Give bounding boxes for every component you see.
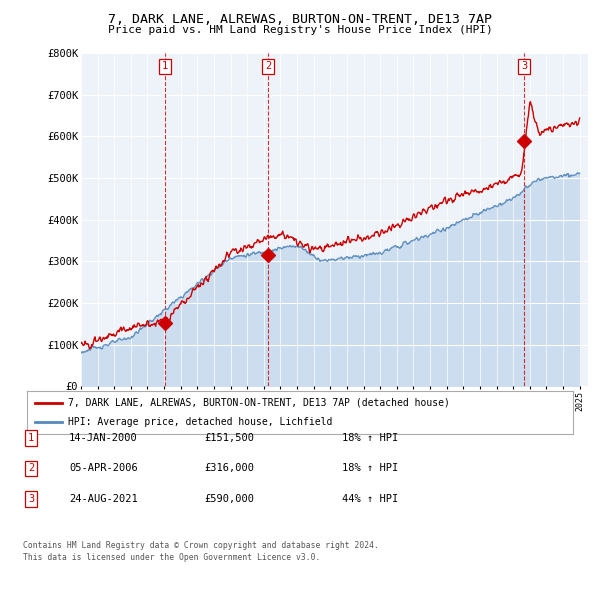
- Point: [160, 319, 170, 328]
- Text: 7, DARK LANE, ALREWAS, BURTON-ON-TRENT, DE13 7AP: 7, DARK LANE, ALREWAS, BURTON-ON-TRENT, …: [108, 13, 492, 26]
- Text: Price paid vs. HM Land Registry's House Price Index (HPI): Price paid vs. HM Land Registry's House …: [107, 25, 493, 35]
- Text: Contains HM Land Registry data © Crown copyright and database right 2024.: Contains HM Land Registry data © Crown c…: [23, 541, 379, 550]
- Text: 1: 1: [28, 433, 34, 442]
- Text: £590,000: £590,000: [204, 494, 254, 504]
- Text: 05-APR-2006: 05-APR-2006: [69, 464, 138, 473]
- Text: 2: 2: [265, 61, 271, 71]
- Point: [519, 136, 529, 145]
- Text: 44% ↑ HPI: 44% ↑ HPI: [342, 494, 398, 504]
- Text: 3: 3: [521, 61, 527, 71]
- Text: 18% ↑ HPI: 18% ↑ HPI: [342, 464, 398, 473]
- Text: 14-JAN-2000: 14-JAN-2000: [69, 433, 138, 442]
- Text: This data is licensed under the Open Government Licence v3.0.: This data is licensed under the Open Gov…: [23, 553, 320, 562]
- Text: 18% ↑ HPI: 18% ↑ HPI: [342, 433, 398, 442]
- Text: 7, DARK LANE, ALREWAS, BURTON-ON-TRENT, DE13 7AP (detached house): 7, DARK LANE, ALREWAS, BURTON-ON-TRENT, …: [68, 398, 450, 408]
- Text: 1: 1: [161, 61, 168, 71]
- Text: HPI: Average price, detached house, Lichfield: HPI: Average price, detached house, Lich…: [68, 417, 332, 427]
- Text: 3: 3: [28, 494, 34, 504]
- Text: 24-AUG-2021: 24-AUG-2021: [69, 494, 138, 504]
- Text: 2: 2: [28, 464, 34, 473]
- Point: [263, 250, 273, 260]
- Text: £151,500: £151,500: [204, 433, 254, 442]
- Text: £316,000: £316,000: [204, 464, 254, 473]
